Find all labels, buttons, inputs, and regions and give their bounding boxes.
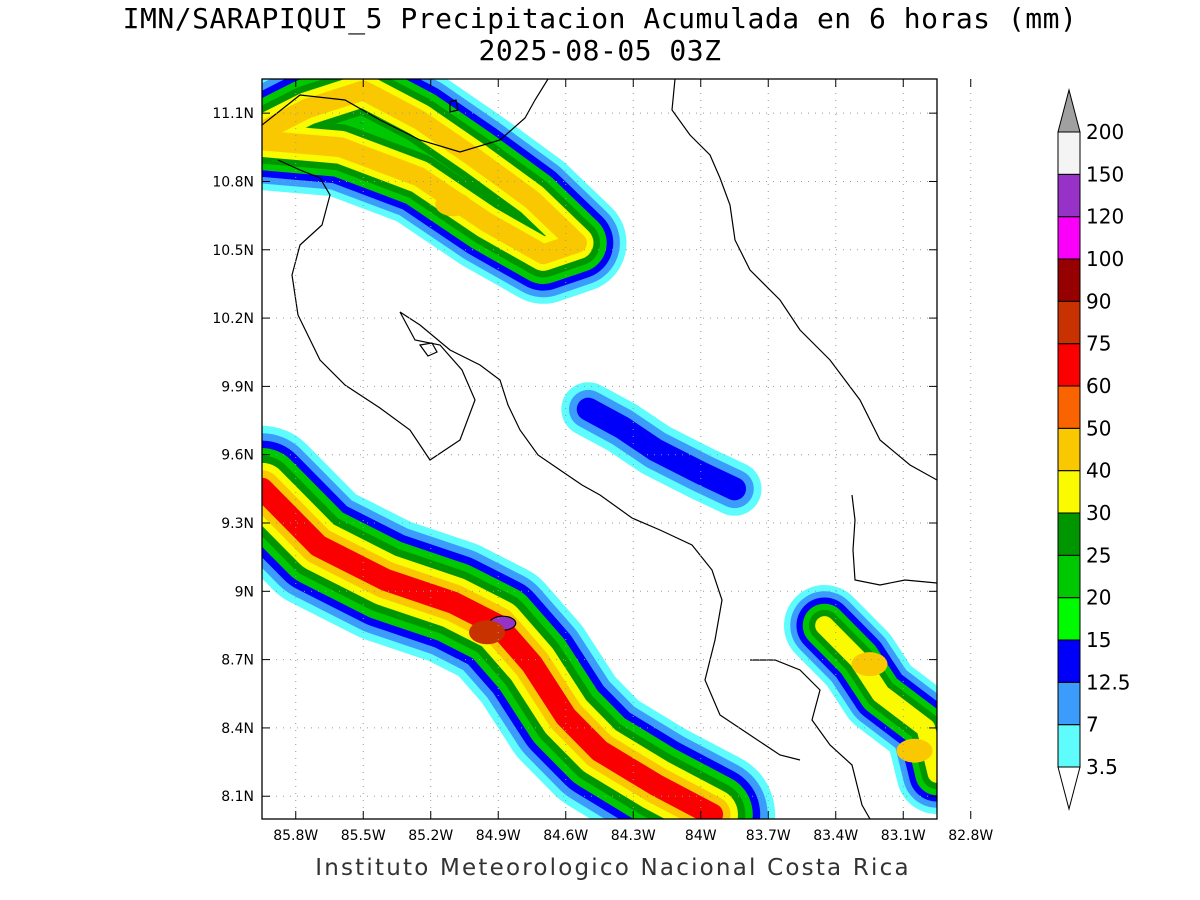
colorbar-label: 15 [1086,628,1111,652]
lon-tick-label: 84W [685,828,717,844]
lat-tick-label: 9.9N [221,379,254,395]
lat-tick-label: 9N [235,584,254,600]
coastline-caribbean [671,79,937,481]
graticule-grid [262,79,972,819]
precip-contour [262,477,724,819]
latitude-axis: 11.1N 10.8N 10.5N 10.2N 9.9N 9.6N 9.3N 9N 8.7N 8.… [212,106,937,805]
precip-peak [896,738,933,763]
border-costa-rica-panama [750,659,871,819]
precip-peak [851,652,888,677]
colorbar-label: 60 [1086,374,1111,398]
lat-tick-label: 10.5N [212,243,254,259]
lon-tick-label: 85.8W [273,828,318,844]
colorbar-label: 30 [1086,501,1111,525]
precip-contour [815,616,937,783]
precipitation-field [262,79,937,819]
lat-tick-label: 8.1N [221,789,254,805]
colorbar-label: 150 [1086,162,1124,186]
colorbar-label: 20 [1086,586,1111,610]
colorbar-swatch [1057,681,1081,726]
colorbar-swatch [1057,724,1081,768]
colorbar-swatch [1057,173,1081,218]
colorbar-label: 100 [1086,247,1124,271]
lon-tick-label: 83.1W [881,828,926,844]
colorbar-label: 50 [1086,416,1111,440]
precip-contour [576,397,747,501]
colorbar-swatch [1057,512,1081,556]
colorbar-swatch [1057,216,1081,260]
colorbar-swatch [1057,343,1081,387]
lat-tick-label: 10.8N [212,174,254,190]
lon-tick-label: 85.5W [341,828,386,844]
precip-peak [469,620,505,645]
coastline-pacific-nicoya [277,159,801,761]
lon-tick-label: 84.6W [543,828,588,844]
lat-tick-label: 8.4N [221,721,254,737]
colorbar-label: 120 [1086,205,1124,229]
lon-tick-label: 82.8W [948,828,993,844]
border-panama [851,494,937,586]
coastline-outline [262,79,937,819]
colorbar-label: 200 [1086,120,1124,144]
colorbar-upper-cap [1057,88,1081,133]
lat-tick-label: 9.6N [221,448,254,464]
colorbar-legend: 3.5 7 12.5 15 20 25 30 40 50 60 75 90 100 120 150 200 [1057,88,1131,811]
colorbar-label: 7 [1086,713,1099,737]
footer-credit: Instituto Meteorologico Nacional Costa R… [315,855,911,881]
colorbar-lower-cap [1057,766,1081,811]
colorbar-label: 90 [1086,289,1111,313]
colorbar-swatch [1057,554,1081,599]
colorbar-label: 3.5 [1086,755,1118,779]
colorbar-label: 25 [1086,543,1111,567]
longitude-axis: 85.8W 85.5W 85.2W 84.9W 84.6W 84.3W 84W 83.7W 83… [273,79,993,844]
lat-tick-label: 11.1N [212,106,254,122]
lake-island [418,342,438,357]
colorbar-label: 75 [1086,332,1111,356]
lon-tick-label: 84.9W [476,828,521,844]
map-subtitle: 2025-08-05 03Z [478,34,722,67]
lon-tick-label: 83.4W [813,828,858,844]
lat-tick-label: 8.7N [221,653,254,669]
lon-tick-label: 84.3W [611,828,656,844]
island-north [449,99,459,113]
lat-tick-label: 9.3N [221,516,254,532]
colorbar-swatch [1057,427,1081,472]
coastline-nicaragua-north [262,79,549,153]
precip-peak [435,192,472,217]
colorbar-swatch [1057,385,1081,429]
map-title: IMN/SARAPIQUI_5 Precipitacion Acumulada … [122,2,1078,35]
colorbar-label: 12.5 [1086,670,1131,694]
lon-tick-label: 85.2W [408,828,453,844]
lon-tick-label: 83.7W [746,828,791,844]
plot-frame [261,78,938,820]
lat-tick-label: 10.2N [212,311,254,327]
colorbar-swatch [1057,639,1081,683]
colorbar-label: 40 [1086,459,1111,483]
precip-contour [262,80,587,265]
colorbar-swatch [1057,131,1081,175]
colorbar-swatch [1057,300,1081,345]
colorbar-swatch [1057,258,1081,302]
colorbar-swatch [1057,470,1081,514]
colorbar-swatch [1057,597,1081,641]
